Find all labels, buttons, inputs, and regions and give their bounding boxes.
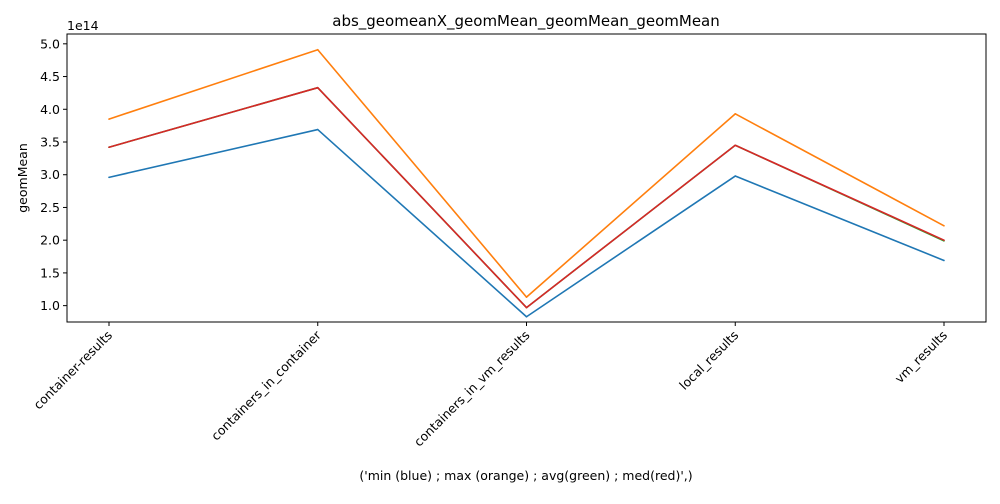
x-tick-label: local_results [676, 328, 741, 393]
series-line-0 [108, 128, 945, 318]
y-tick-label: 3.0 [40, 167, 60, 182]
y-tick-label: 3.5 [40, 135, 60, 150]
series-line-3 [108, 86, 945, 309]
series-0-point [734, 175, 737, 177]
plot-area-frame [66, 33, 987, 323]
y-offset-label: 1e14 [67, 18, 99, 33]
axes-layer: 1.0 1.5 2.0 2.5 3.0 3.5 4.0 4.5 5.0 container-res… [30, 36, 950, 449]
y-tick-label: 5.0 [40, 36, 60, 51]
y-tick-label: 2.0 [40, 233, 60, 248]
chart-title: abs_geomeanX_geomMean_geomMean_geomMean [332, 12, 720, 31]
series-0-point [943, 259, 945, 262]
y-tick-label: 4.5 [40, 69, 60, 84]
x-axis-label: ('min (blue) ; max (orange) ; avg(green)… [359, 468, 692, 483]
x-tick-label: container-results [30, 328, 115, 413]
y-axis-label: geomMean [15, 143, 30, 213]
series-1-point [734, 113, 737, 115]
x-tick-label: vm_results [892, 328, 950, 386]
series-layer [108, 48, 945, 318]
series-0-point [108, 176, 110, 179]
series-3-point [943, 239, 945, 241]
series-1-point [943, 224, 945, 227]
y-tick-label: 4.0 [40, 102, 60, 117]
series-line-2 [108, 86, 945, 309]
series-3-point [734, 144, 737, 147]
series-line-1 [108, 48, 945, 298]
series-3-point [108, 146, 110, 149]
series-1-point [108, 118, 110, 120]
series-3-point [525, 306, 528, 309]
series-3-point [316, 86, 319, 89]
x-tick-label: containers_in_vm_results [411, 328, 533, 450]
y-tick-label: 2.5 [40, 200, 60, 215]
y-tick-label: 1.5 [40, 265, 60, 280]
series-1-point [525, 296, 528, 298]
series-0-point [316, 128, 319, 131]
series-1-point [316, 48, 319, 51]
series-0-point [525, 315, 528, 318]
y-tick-label: 1.0 [40, 298, 60, 313]
x-tick-label: containers_in_container [208, 327, 324, 443]
